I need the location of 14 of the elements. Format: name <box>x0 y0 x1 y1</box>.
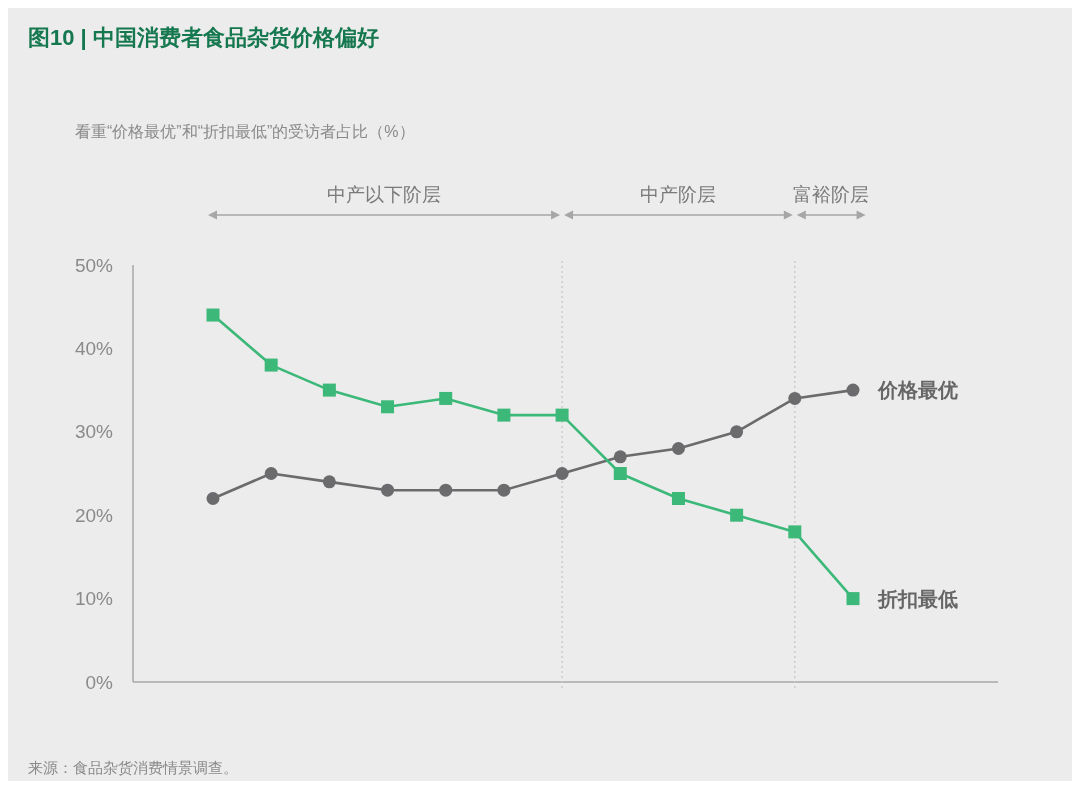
y-tick: 0% <box>85 671 113 693</box>
annotation: 中产以下阶层 <box>327 184 442 205</box>
annotation: 富裕阶层 <box>793 184 870 205</box>
y-tick: 50% <box>74 254 113 276</box>
y-tick: 40% <box>74 337 113 359</box>
subtitle: 看重“价格最优”和“折扣最低”的受访者占比（%） <box>75 123 415 140</box>
y-tick: 20% <box>74 504 113 526</box>
title: 图10 | 中国消费者食品杂货价格偏好 <box>28 25 379 50</box>
y-tick: 30% <box>74 421 113 443</box>
series-label: 价格最优 <box>878 379 958 402</box>
annotation: 中产阶层 <box>640 184 717 205</box>
annotation: 来源：食品杂货消费情景调查。 <box>28 759 238 776</box>
series-label: 折扣最低 <box>878 587 958 610</box>
y-tick: 10% <box>74 588 113 610</box>
